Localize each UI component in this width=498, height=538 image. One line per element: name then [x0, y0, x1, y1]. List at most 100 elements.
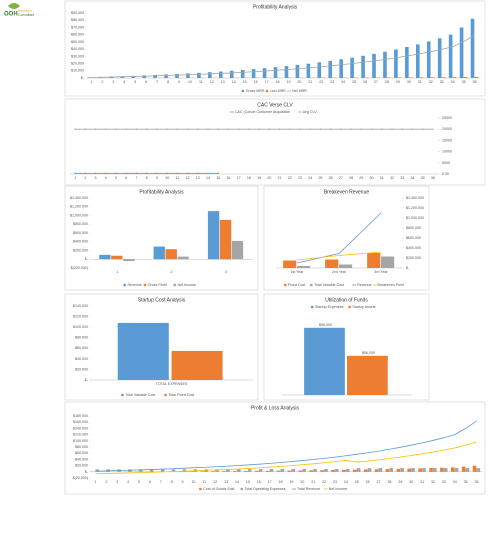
- bar: [87, 77, 92, 78]
- y-tick-label: $80,000: [75, 445, 88, 449]
- marker: [432, 128, 434, 130]
- marker: [309, 128, 311, 130]
- legend-swatch: [164, 393, 167, 397]
- x-tick-label: 12: [210, 80, 214, 84]
- bar: [324, 469, 328, 472]
- x-tick-label: 14: [235, 480, 239, 484]
- y-tick-label: 15000: [442, 138, 452, 142]
- y-tick-label: $600,000: [406, 236, 421, 240]
- y-tick-label: $-: [85, 378, 89, 382]
- bar: [422, 468, 426, 472]
- marker: [135, 128, 138, 130]
- x-tick-label: 4: [127, 480, 129, 484]
- y-tick-label: $1,200,000: [406, 206, 424, 210]
- bar: [313, 469, 317, 472]
- x-tick-label: 22: [322, 480, 326, 484]
- x-tick-label: 34: [410, 176, 414, 180]
- x-tick-label: 28: [387, 480, 391, 484]
- x-tick-label: 24: [308, 176, 312, 180]
- x-tick-label: 22: [319, 80, 323, 84]
- y-tick-label: $20,000: [75, 464, 88, 468]
- bar: [347, 355, 388, 395]
- x-tick-label: 36: [475, 480, 479, 484]
- x-tick-label: 6: [145, 80, 147, 84]
- y-tick-label: $30,000: [71, 54, 84, 58]
- x-tick-label: 30: [407, 80, 411, 84]
- x-tick-label: 29: [396, 80, 400, 84]
- marker: [197, 172, 199, 175]
- x-tick-label: 27: [339, 176, 343, 180]
- bar: [215, 469, 219, 472]
- bar: [247, 469, 252, 472]
- marker: [217, 128, 219, 130]
- y-tick-label: $200,000: [73, 248, 88, 252]
- logo-text: Consultant: [18, 13, 34, 17]
- marker: [74, 128, 76, 130]
- bar: [461, 466, 466, 472]
- legend-label: Gross Profit: [148, 283, 167, 287]
- bar: [149, 469, 154, 472]
- y-tick-label: $400,000: [406, 246, 421, 250]
- x-tick-label: 33: [440, 80, 444, 84]
- x-tick-label: 20: [297, 80, 301, 84]
- bar: [295, 64, 300, 78]
- bar: [262, 68, 267, 78]
- marker: [421, 128, 424, 130]
- logo-leaf: [8, 3, 20, 9]
- x-tick-label: 35: [462, 80, 466, 84]
- x-tick-label: 7: [156, 80, 158, 84]
- legend-label: Cost of Goods Sold: [203, 487, 234, 491]
- legend-swatch: [284, 283, 287, 287]
- x-tick-label: 24: [341, 80, 345, 84]
- x-tick-label: 15: [216, 176, 220, 180]
- legend-swatch: [240, 487, 243, 491]
- bar: [208, 72, 212, 78]
- bar: [131, 75, 136, 78]
- chart-panel: CAC Verse CLV 0.00 5000 10000 15000 20000 2500…: [64, 98, 486, 186]
- marker: [370, 128, 373, 130]
- y-tick-label: $1,200,000: [70, 205, 88, 209]
- bar: [400, 468, 404, 472]
- bar: [153, 246, 165, 260]
- x-tick-label: 17: [237, 176, 241, 180]
- y-tick-label: $20,000: [71, 62, 84, 66]
- x-tick-label: 30: [370, 176, 374, 180]
- x-tick-label: 3: [112, 80, 114, 84]
- panel-frame: [64, 401, 486, 495]
- x-tick-label: 31: [420, 480, 424, 484]
- x-tick-label: 29: [359, 176, 363, 180]
- x-tick-label: 25: [318, 176, 322, 180]
- marker: [217, 172, 219, 175]
- bar: [372, 53, 376, 78]
- bar: [472, 465, 477, 472]
- legend-swatch: [143, 283, 147, 287]
- chart-panel: Profitability Analysis $- $10,000 $20,000 $3…: [64, 0, 486, 97]
- x-tick-label: 31: [380, 176, 384, 180]
- bar: [415, 44, 420, 78]
- marker: [227, 128, 230, 130]
- marker: [340, 128, 342, 130]
- bar: [405, 47, 409, 78]
- bar: [273, 67, 278, 78]
- y-tick-label: $-: [85, 257, 89, 261]
- marker: [268, 128, 271, 130]
- y-tick-label: 0.00: [442, 172, 449, 176]
- bar: [237, 469, 241, 472]
- chart-panel: Startup Cost Analysis $- $20,000 $40,000 $60…: [64, 293, 259, 401]
- data-label: $56,000: [362, 351, 375, 355]
- bar: [383, 51, 387, 78]
- y-tick-label: $140,000: [73, 426, 88, 430]
- y-tick-label: $140,000: [73, 304, 88, 308]
- bar: [95, 469, 100, 472]
- legend-label: Revenue: [127, 283, 141, 287]
- x-tick-label: 3rd Year: [374, 270, 388, 274]
- bar: [304, 327, 345, 395]
- y-tick-label: $60,000: [75, 451, 88, 455]
- chart-panel: Utilization of Funds $96,000 $56,000 Startu…: [263, 293, 430, 401]
- x-tick-label: 9: [178, 80, 180, 84]
- x-tick-label: 34: [451, 80, 455, 84]
- marker: [156, 172, 158, 175]
- y-tick-label: $70,000: [71, 25, 84, 29]
- x-tick-label: 4: [105, 176, 107, 180]
- y-tick-label: $160,000: [73, 420, 88, 424]
